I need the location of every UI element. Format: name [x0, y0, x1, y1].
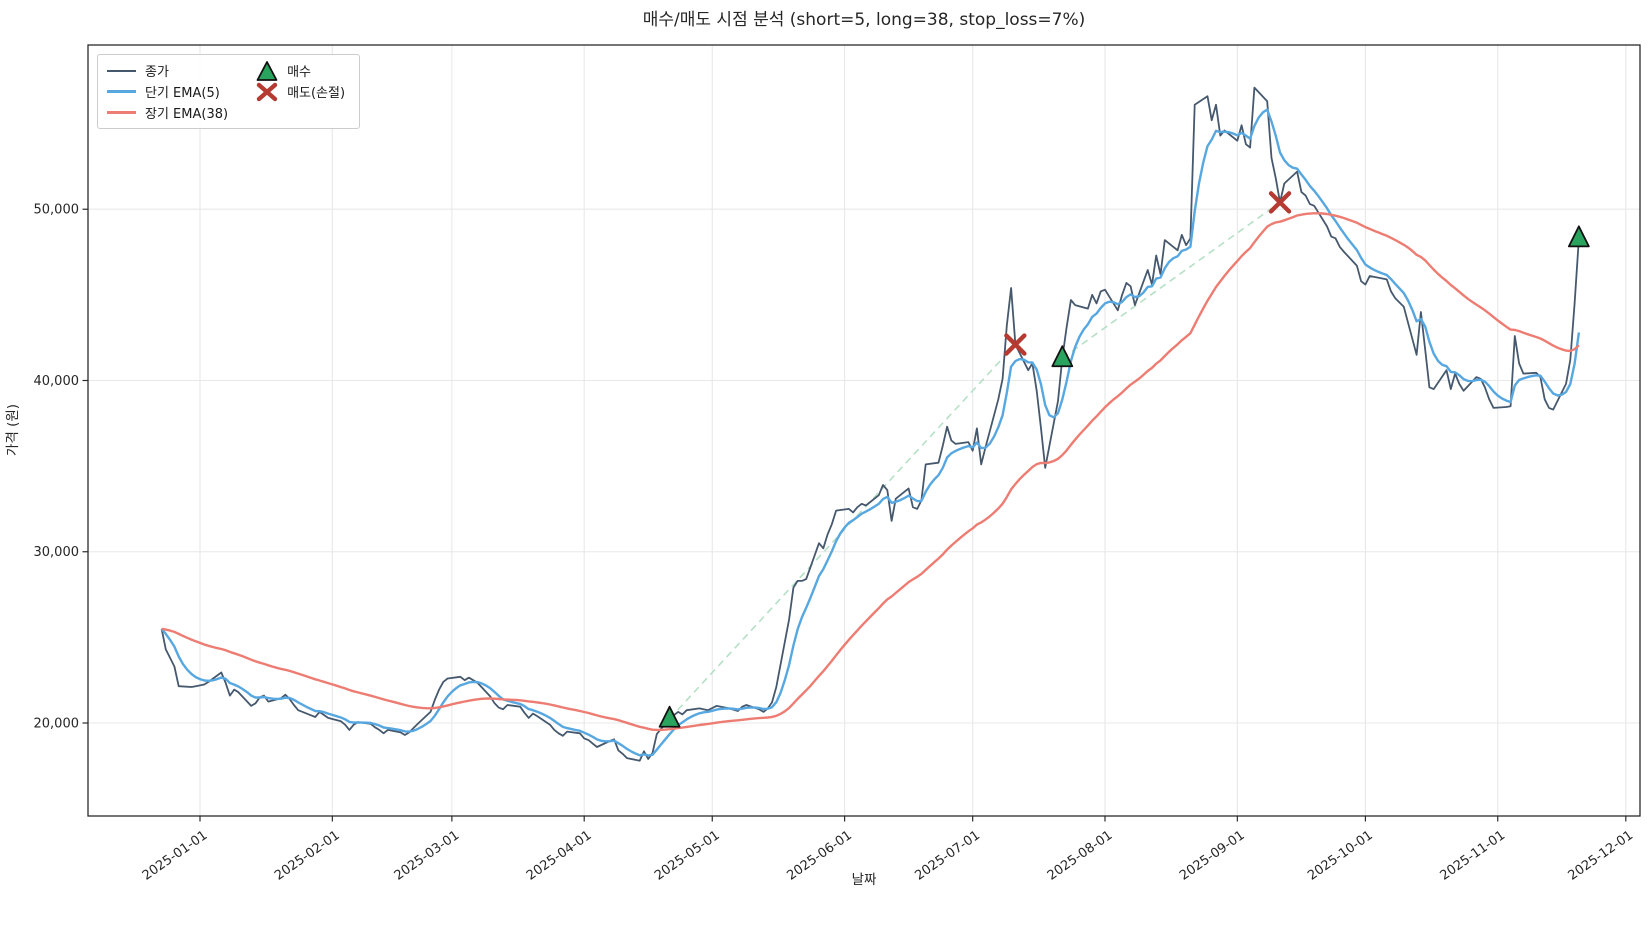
- short-ema-line: [160, 108, 1581, 757]
- legend-label: 매도(손절): [287, 86, 346, 101]
- legend-item: 장기 EMA(38): [107, 103, 228, 122]
- x-tick-label: 2025-10-01: [1305, 828, 1376, 884]
- x-tick-label: 2025-06-01: [784, 828, 855, 884]
- x-tick-label: 2025-05-01: [652, 828, 723, 884]
- y-tick-label: 40,000: [34, 374, 80, 389]
- legend-label: 매수: [287, 65, 311, 80]
- x-tick-label: 2025-11-01: [1438, 828, 1509, 884]
- y-tick-label: 30,000: [34, 545, 80, 560]
- buy-marker: [1051, 345, 1074, 368]
- triangle-glyph: [256, 60, 278, 81]
- x-tick-label: 2025-04-01: [524, 828, 595, 884]
- grid-layer: [88, 45, 1640, 816]
- legend-line-swatch: [107, 90, 136, 93]
- chart-title: 매수/매도 시점 분석 (short=5, long=38, stop_loss…: [643, 10, 1086, 30]
- x-tick-label: 2025-12-01: [1566, 828, 1637, 884]
- plot-frame: [87, 44, 1641, 817]
- axis-layer: 2025-01-01 2025-02-01 2025-03-01 2025-04-01…: [34, 44, 1641, 884]
- x-tick-label: 2025-03-01: [392, 828, 463, 884]
- sell-marker: [1268, 191, 1292, 214]
- y-axis-label: 가격 (원): [5, 404, 21, 456]
- trade-connector-line: [1061, 201, 1281, 359]
- legend-label: 종가: [145, 65, 169, 80]
- sell-marker-icon: [256, 82, 278, 101]
- x-tick-label: 2025-08-01: [1045, 828, 1116, 884]
- legend-item: 단기 EMA(5): [107, 82, 228, 101]
- buy-marker: [658, 705, 681, 728]
- legend-line-swatch: [107, 111, 136, 114]
- legend-item: 매도(손절): [256, 82, 345, 101]
- series-layer: [160, 86, 1590, 762]
- legend-label: 장기 EMA(38): [145, 107, 229, 122]
- x-tick-label: 2025-02-01: [272, 828, 343, 884]
- legend-item: 매수: [256, 60, 345, 81]
- buy-marker-icon: [256, 60, 278, 81]
- legend-label: 단기 EMA(5): [145, 86, 220, 101]
- buy-marker: [1567, 225, 1590, 248]
- legend-line-swatch: [107, 69, 136, 72]
- close-price-line: [160, 86, 1580, 762]
- x-glyph: [256, 82, 278, 101]
- long-ema-line: [161, 212, 1580, 732]
- legend-item: 종가: [107, 61, 228, 80]
- x-axis-label: 날짜: [852, 872, 877, 888]
- y-tick-label: 50,000: [34, 203, 80, 218]
- x-tick-label: 2025-09-01: [1177, 828, 1248, 884]
- y-tick-label: 20,000: [34, 717, 80, 732]
- x-tick-label: 2025-07-01: [912, 828, 983, 884]
- x-tick-label: 2025-01-01: [140, 828, 211, 884]
- sell-marker: [1004, 333, 1027, 356]
